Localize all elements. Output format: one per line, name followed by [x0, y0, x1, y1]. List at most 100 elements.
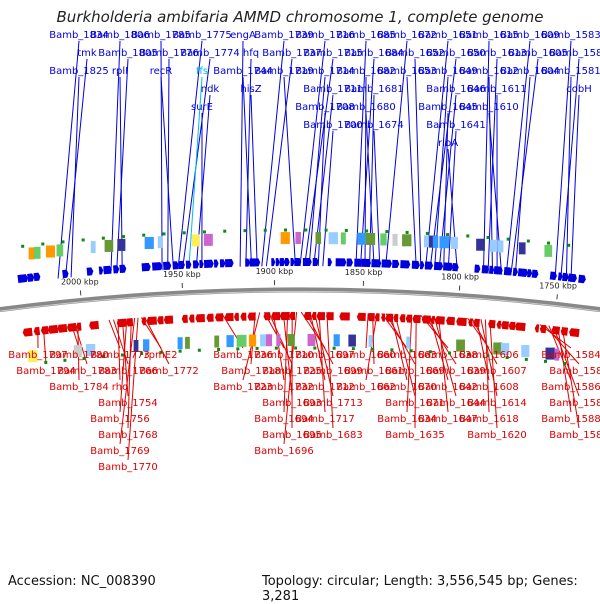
gc-block: [490, 240, 497, 252]
forward-gene-label-30: Bamb_1681: [344, 84, 404, 95]
gc-block: [348, 335, 356, 347]
minor-tick: [547, 242, 550, 245]
reverse-gene-label-11: Bamb_1769: [90, 446, 150, 457]
scale-tick-label-0: 2000 kbp: [61, 277, 99, 286]
reverse-gene-arrow: [456, 317, 467, 326]
gc-block: [117, 239, 125, 251]
label-leader-line: [323, 131, 333, 266]
minor-tick: [21, 245, 24, 248]
reverse-gene-arrow: [206, 314, 213, 322]
forward-gene-arrow: [142, 263, 151, 271]
gc-block: [260, 334, 266, 346]
forward-gene-arrow: [27, 273, 34, 282]
gc-block: [46, 245, 55, 257]
gc-block: [402, 234, 411, 246]
reverse-gene-arrow: [357, 313, 366, 321]
forward-gene-arrow: [225, 259, 234, 267]
reverse-gene-arrow: [215, 313, 223, 321]
gc-block: [369, 335, 373, 347]
reverse-gene-label-7: rho: [112, 382, 128, 393]
reverse-gene-arrow: [535, 324, 540, 332]
reverse-gene-label-55: Bamb_1588: [541, 414, 600, 425]
minor-tick: [563, 362, 566, 365]
forward-gene-arrow: [400, 260, 410, 268]
forward-gene-label-53: Bamb_1581: [541, 66, 600, 77]
reverse-gene-arrow: [67, 323, 77, 332]
gc-block: [34, 247, 41, 259]
minor-tick: [264, 229, 267, 232]
gc-block: [57, 244, 64, 256]
forward-gene-arrow: [163, 262, 171, 270]
forward-gene-label-42: ribA: [438, 138, 458, 149]
reverse-gene-label-50: Bamb_1620: [467, 430, 527, 441]
gc-block: [521, 345, 529, 357]
scale-tick-label-1: 1950 kbp: [163, 270, 201, 279]
minor-tick: [183, 231, 186, 234]
gc-block: [91, 241, 96, 253]
gc-block: [329, 232, 338, 244]
reverse-gene-label-24: Bamb_1696: [254, 446, 314, 457]
forward-gene-label-51: Bamb_1583: [541, 30, 600, 41]
reverse-gene-arrow: [117, 319, 127, 328]
forward-gene-arrow: [199, 260, 203, 268]
accession-label: Accession: NC_008390: [8, 574, 156, 589]
forward-gene-arrow: [558, 272, 563, 280]
backbone-circle: [0, 290, 600, 311]
forward-gene-label-13: surE: [191, 102, 213, 113]
reverse-gene-arrow: [561, 327, 568, 336]
reverse-gene-arrow: [339, 312, 350, 320]
forward-gene-arrow: [347, 258, 353, 266]
reverse-gene-label-52: Bamb_1585: [549, 366, 600, 377]
reverse-gene-label-46: Bamb_1607: [467, 366, 527, 377]
forward-gene-label-8: recR: [150, 66, 173, 77]
scale-tick-label-3: 1850 kbp: [345, 268, 383, 277]
reverse-gene-arrow: [312, 312, 317, 320]
minor-tick: [82, 238, 85, 241]
reverse-gene-arrow: [473, 319, 480, 327]
gc-block: [308, 334, 316, 346]
label-leader-line: [161, 77, 173, 269]
forward-gene-arrow: [285, 258, 290, 266]
forward-gene-label-40: Bamb_1641: [426, 120, 486, 131]
label-leader-line: [374, 131, 380, 267]
minor-tick: [365, 229, 368, 232]
minor-tick: [203, 230, 206, 233]
forward-gene-label-41: Bamb_1653: [377, 66, 437, 77]
minor-tick: [122, 235, 125, 238]
forward-gene-arrow: [513, 268, 518, 276]
forward-gene-arrow: [271, 258, 275, 266]
gc-block: [476, 239, 485, 251]
reverse-gene-label-45: Bamb_1606: [459, 350, 519, 361]
forward-gene-label-11: ffs: [196, 66, 208, 77]
reverse-gene-arrow: [515, 322, 526, 331]
forward-gene-arrow: [361, 259, 371, 267]
scale-tick-label-2: 1900 kbp: [256, 267, 294, 276]
minor-tick: [325, 229, 328, 232]
forward-gene-arrow: [17, 274, 28, 283]
gc-block: [288, 334, 295, 346]
forward-gene-arrow: [186, 261, 192, 269]
reverse-gene-arrow: [195, 314, 205, 322]
reverse-gene-arrow: [234, 313, 239, 321]
gc-block: [357, 233, 365, 245]
gc-block: [249, 335, 256, 347]
forward-gene-arrow: [328, 258, 332, 266]
reverse-gene-arrow: [488, 320, 495, 328]
minor-tick: [41, 242, 44, 245]
gc-block: [204, 234, 213, 246]
minor-tick: [102, 237, 105, 240]
reverse-gene-label-9: Bamb_1756: [90, 414, 150, 425]
reverse-gene-label-5: Bamb_1773: [90, 350, 150, 361]
forward-gene-arrow: [336, 258, 347, 266]
minor-tick: [44, 361, 47, 364]
forward-gene-arrow: [119, 265, 126, 273]
reverse-gene-label-56: Bamb_1589: [549, 430, 600, 441]
reverse-gene-arrow: [540, 325, 547, 333]
forward-gene-label-15: hfq: [243, 48, 259, 59]
label-leader-line: [168, 59, 169, 270]
forward-gene-arrow: [113, 265, 119, 273]
reverse-gene-arrow: [48, 325, 58, 334]
reverse-gene-arrow: [280, 312, 290, 320]
forward-gene-label-32: Bamb_1674: [344, 120, 404, 131]
